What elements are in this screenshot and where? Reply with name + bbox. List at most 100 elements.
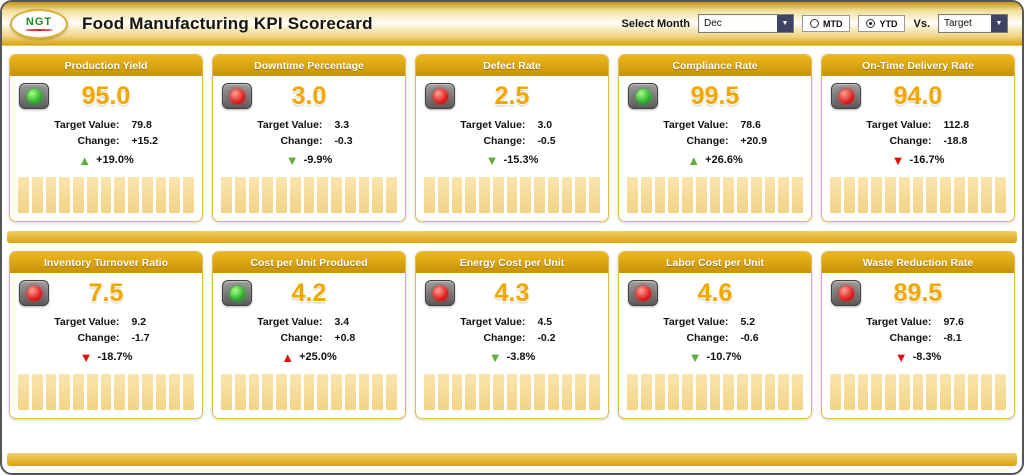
trend-arrow-icon: ▲ [687,152,701,168]
target-row: Target Value: 3.4 [213,314,405,330]
history-bar [589,177,600,213]
trend-row: ▲ +26.6% [619,152,811,168]
kpi-card: Compliance Rate 99.5 Target Value: 78.6 … [618,54,812,222]
kpi-card: Labor Cost per Unit 4.6 Target Value: 5.… [618,251,812,419]
kpi-card: Downtime Percentage 3.0 Target Value: 3.… [212,54,406,222]
trend-row: ▼ -18.7% [10,349,202,365]
history-bar [534,177,545,213]
select-month-label: Select Month [621,17,690,30]
history-bar [73,374,84,410]
kpi-value: 95.0 [81,82,131,110]
history-bars [424,177,600,213]
history-bar [792,177,803,213]
kpi-value: 3.0 [291,82,327,110]
history-bar [437,177,449,213]
history-bar [465,177,477,213]
status-light-icon [628,280,658,306]
history-bar [506,374,518,410]
vs-dropdown[interactable]: Target ▼ [938,14,1008,33]
history-bar [141,374,153,410]
change-label: Change: [77,135,120,147]
history-bar [451,374,463,410]
history-bar [358,177,370,213]
mtd-radio-label: MTD [822,18,843,29]
status-light-icon [831,83,861,109]
kpi-card-top: 95.0 [10,79,202,117]
kpi-card-header: Waste Reduction Rate [822,252,1014,273]
target-row: Target Value: 3.3 [213,117,405,133]
history-bar [331,177,342,213]
target-row: Target Value: 9.2 [10,314,202,330]
ytd-radio-circle[interactable] [866,19,876,28]
trend-arrow-icon: ▼ [688,349,702,365]
history-bar [128,177,139,213]
trend-row: ▼ -16.7% [822,152,1014,168]
change-value: -0.6 [740,332,759,344]
history-bar [940,374,951,410]
dropdown-arrow-icon[interactable]: ▼ [776,15,793,32]
history-bar [344,374,356,410]
history-bar [898,177,910,213]
change-label: Change: [686,332,729,344]
kpi-card-header: Defect Rate [416,55,608,76]
change-row: Change: +0.8 [213,330,405,346]
history-bar [451,177,463,213]
history-bar [778,177,790,213]
status-light-icon [831,280,861,306]
target-row: Target Value: 5.2 [619,314,811,330]
history-bar [492,177,504,213]
status-light-icon [628,83,658,109]
target-value: 9.2 [131,316,147,328]
history-bar [627,177,638,213]
history-bar [45,374,57,410]
history-bar [492,374,504,410]
trend-percent: +25.0% [299,351,337,363]
history-bars [627,177,803,213]
kpi-card-top: 89.5 [822,276,1014,314]
history-bar [898,374,910,410]
history-bar [128,374,139,410]
page-title: Food Manufacturing KPI Scorecard [82,13,373,33]
target-value: 112.8 [943,119,970,131]
change-row: Change: -1.7 [10,330,202,346]
history-bar [654,374,666,410]
mtd-radio[interactable]: MTD [801,15,851,32]
status-light-lamp [26,88,42,104]
history-bar [995,374,1006,410]
history-bar [709,374,721,410]
dropdown-arrow-icon[interactable]: ▼ [991,15,1007,32]
month-dropdown[interactable]: Dec ▼ [697,14,794,33]
trend-percent: -16.7% [909,154,945,166]
status-light-lamp [838,285,854,301]
mtd-radio-circle[interactable] [809,19,819,28]
vs-dropdown-value: Target [944,18,972,29]
change-value: -0.3 [334,135,353,147]
kpi-card-header: Compliance Rate [619,55,811,76]
change-row: Change: -18.8 [822,133,1014,149]
history-bar [100,177,112,213]
kpi-card-header: Downtime Percentage [213,55,405,76]
logo-text: NGT [25,15,53,28]
target-value: 3.0 [537,119,553,131]
history-bar [437,374,449,410]
change-row: Change: -0.3 [213,133,405,149]
status-light-lamp [229,88,245,104]
trend-arrow-icon: ▼ [894,349,908,365]
status-light-lamp [229,285,245,301]
history-bar [640,374,652,410]
ytd-radio-label: YTD [879,18,898,29]
kpi-card-title: Energy Cost per Unit [459,256,565,269]
history-bar [114,177,126,213]
kpi-row-1: Production Yield 95.0 Target Value: 79.8… [2,46,1022,222]
trend-arrow-icon: ▼ [488,349,502,365]
history-bar [589,374,600,410]
history-bar [424,177,435,213]
change-value: -18.8 [943,135,968,147]
ytd-radio[interactable]: YTD [858,15,906,32]
history-bar [750,177,762,213]
change-row: Change: +20.9 [619,133,811,149]
kpi-card-top: 3.0 [213,79,405,117]
history-bar [520,374,532,410]
history-bars [830,177,1006,213]
month-dropdown-value: Dec [703,18,722,29]
